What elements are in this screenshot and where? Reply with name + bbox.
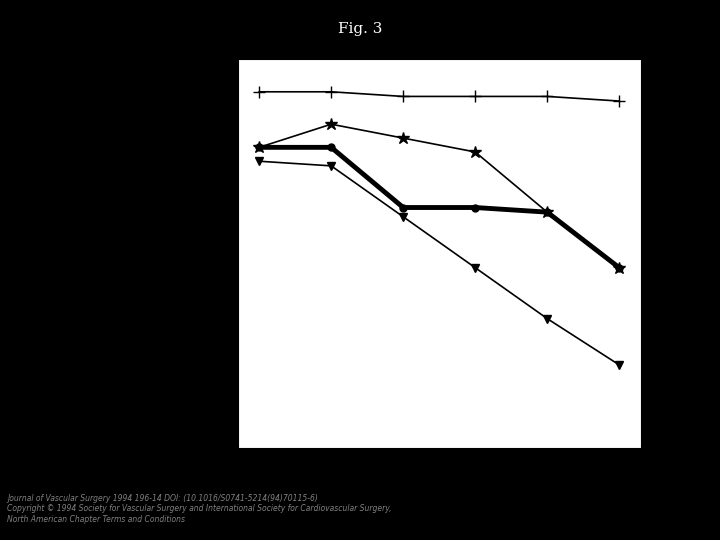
Y-axis label: % Correct: % Correct xyxy=(189,223,202,285)
Total Score xyxy=(327,144,336,151)
Math xyxy=(543,315,552,322)
Alikes xyxy=(471,93,480,100)
X-axis label: Age Groups: Age Groups xyxy=(402,473,476,486)
Legend: Total Score, Alikes, Clocks 2, Math: Total Score, Alikes, Clocks 2, Math xyxy=(284,539,594,540)
Total Score xyxy=(615,265,624,271)
Clocks 2 xyxy=(543,209,552,215)
Math xyxy=(327,163,336,169)
Math xyxy=(399,213,408,220)
Math xyxy=(615,362,624,368)
Clocks 2 xyxy=(471,148,480,155)
Line: Clocks 2: Clocks 2 xyxy=(253,118,626,274)
Clocks 2 xyxy=(399,135,408,141)
Alikes xyxy=(327,89,336,95)
Math xyxy=(255,158,264,165)
Text: Journal of Vascular Surgery 1994 196-14 DOI: (10.1016/S0741-5214(94)70115-6)
Cop: Journal of Vascular Surgery 1994 196-14 … xyxy=(7,494,392,524)
Line: Math: Math xyxy=(255,157,624,369)
Total Score xyxy=(399,204,408,211)
Alikes xyxy=(399,93,408,100)
Line: Total Score: Total Score xyxy=(256,144,623,271)
Alikes xyxy=(255,89,264,95)
Line: Alikes: Alikes xyxy=(253,86,625,106)
Math xyxy=(471,265,480,271)
Total Score xyxy=(255,144,264,151)
Alikes xyxy=(615,98,624,104)
Clocks 2 xyxy=(327,121,336,127)
Clocks 2 xyxy=(615,265,624,271)
Total Score xyxy=(543,209,552,215)
Alikes xyxy=(543,93,552,100)
Total Score xyxy=(471,204,480,211)
Text: Fig. 3: Fig. 3 xyxy=(338,22,382,36)
Clocks 2 xyxy=(255,144,264,151)
